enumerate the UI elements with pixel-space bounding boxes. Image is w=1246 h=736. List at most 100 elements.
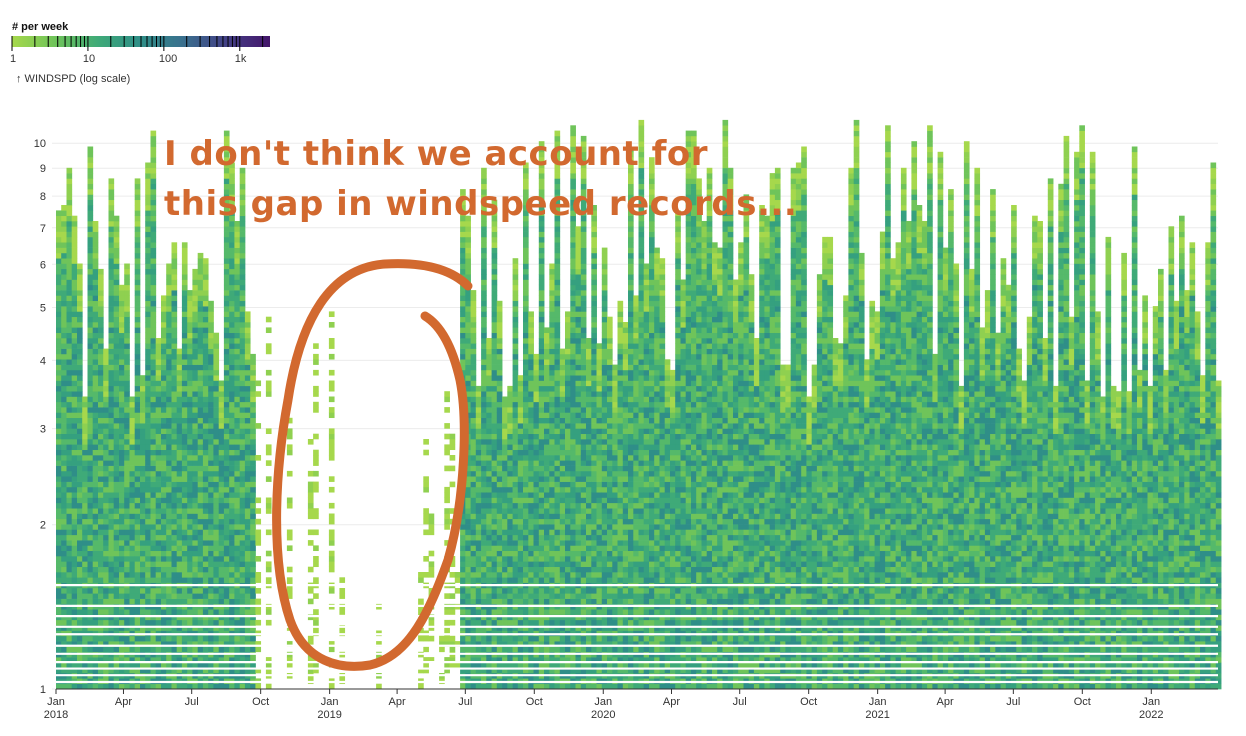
- heatmap-cell: [234, 641, 241, 647]
- heatmap-cell: [460, 306, 466, 312]
- heatmap-cell: [549, 385, 555, 392]
- heatmap-cell: [66, 178, 73, 185]
- heatmap-cell: [77, 534, 83, 541]
- heatmap-cell: [150, 465, 157, 472]
- heatmap-cell: [496, 385, 503, 392]
- heatmap-cell: [181, 492, 188, 498]
- heatmap-cell: [92, 353, 99, 360]
- heatmap-cell: [87, 683, 94, 690]
- heatmap-cell: [124, 470, 130, 477]
- heatmap-cell: [250, 359, 256, 365]
- heatmap-cell: [66, 226, 73, 232]
- heatmap-cell: [202, 540, 209, 546]
- heatmap-cell: [119, 481, 125, 488]
- heatmap-cell: [77, 646, 83, 653]
- heatmap-cell: [229, 667, 235, 674]
- heatmap-cell: [161, 391, 167, 397]
- heatmap-cell: [134, 311, 141, 318]
- heatmap-cell: [155, 657, 162, 663]
- heatmap-cell: [56, 657, 62, 663]
- heatmap-cell: [523, 518, 529, 525]
- heatmap-cell: [496, 556, 503, 562]
- heatmap-cell: [171, 566, 178, 573]
- heatmap-cell: [56, 439, 62, 445]
- heatmap-cell: [507, 588, 513, 594]
- heatmap-cell: [192, 332, 199, 339]
- heatmap-cell: [145, 540, 151, 546]
- heatmap-cell: [92, 476, 99, 482]
- heatmap-cell: [208, 359, 214, 365]
- heatmap-cell: [129, 465, 136, 472]
- heatmap-cell: [56, 561, 62, 568]
- heatmap-cell: [528, 353, 534, 360]
- heatmap-cell: [66, 332, 73, 339]
- heatmap-cell: [234, 247, 241, 254]
- legend-title: # per week: [12, 21, 69, 33]
- heatmap-cell: [171, 407, 178, 413]
- heatmap-cell: [108, 316, 115, 323]
- heatmap-cell: [517, 550, 524, 557]
- heatmap-cell: [538, 619, 545, 626]
- heatmap-cell: [92, 295, 99, 302]
- heatmap-cell: [229, 364, 235, 371]
- heatmap-cell: [512, 662, 519, 669]
- heatmap-cell: [61, 609, 67, 615]
- heatmap-cell: [176, 572, 183, 578]
- heatmap-cell: [223, 439, 230, 445]
- heatmap-cell: [229, 189, 235, 195]
- heatmap-cell: [150, 247, 157, 254]
- heatmap-cell: [124, 322, 130, 328]
- heatmap-cell: [161, 460, 167, 466]
- heatmap-cell: [554, 577, 561, 583]
- heatmap-cell: [423, 635, 429, 642]
- heatmap-cell: [234, 476, 241, 482]
- heatmap-cell: [481, 183, 487, 190]
- heatmap-cell: [265, 508, 272, 514]
- heatmap-cell: [187, 561, 193, 568]
- heatmap-cell: [108, 274, 115, 280]
- heatmap-cell: [181, 460, 188, 466]
- heatmap-cell: [328, 449, 335, 456]
- heatmap-cell: [113, 667, 120, 674]
- heatmap-cell: [523, 683, 529, 690]
- heatmap-cell: [496, 369, 503, 376]
- heatmap-cell: [223, 348, 230, 355]
- heatmap-cell: [98, 497, 104, 504]
- heatmap-cell: [187, 518, 193, 525]
- heatmap-cell: [244, 449, 251, 456]
- heatmap-cell: [496, 332, 503, 339]
- heatmap-cell: [444, 609, 450, 615]
- heatmap-cell: [528, 465, 534, 472]
- heatmap-cell: [517, 556, 524, 562]
- heatmap-cell: [181, 508, 188, 514]
- heatmap-cell: [176, 391, 183, 397]
- heatmap-cell: [507, 401, 513, 408]
- heatmap-cell: [119, 369, 125, 376]
- heatmap-cell: [549, 407, 555, 413]
- heatmap-cell: [192, 412, 199, 419]
- heatmap-cell: [192, 279, 199, 286]
- heatmap-cell: [465, 465, 471, 472]
- heatmap-cell: [98, 295, 104, 302]
- heatmap-cell: [250, 545, 256, 552]
- heatmap-cell: [66, 364, 73, 371]
- heatmap-cell: [61, 385, 67, 392]
- heatmap-cell: [465, 540, 471, 546]
- heatmap-cell: [77, 566, 83, 573]
- heatmap-cell: [533, 550, 540, 557]
- heatmap-cell: [124, 353, 130, 360]
- heatmap-cell: [496, 683, 503, 690]
- heatmap-cell: [544, 470, 550, 477]
- heatmap-cell: [161, 444, 167, 451]
- heatmap-cell: [145, 572, 151, 578]
- heatmap-cell: [197, 545, 204, 552]
- heatmap-cell: [286, 428, 293, 435]
- heatmap-cell: [161, 513, 167, 520]
- heatmap-cell: [113, 247, 120, 254]
- heatmap-cell: [71, 242, 78, 248]
- heatmap-cell: [87, 221, 94, 227]
- heatmap-cell: [166, 588, 172, 594]
- heatmap-cell: [119, 428, 125, 435]
- heatmap-cell: [161, 518, 167, 525]
- heatmap-cell: [213, 343, 220, 349]
